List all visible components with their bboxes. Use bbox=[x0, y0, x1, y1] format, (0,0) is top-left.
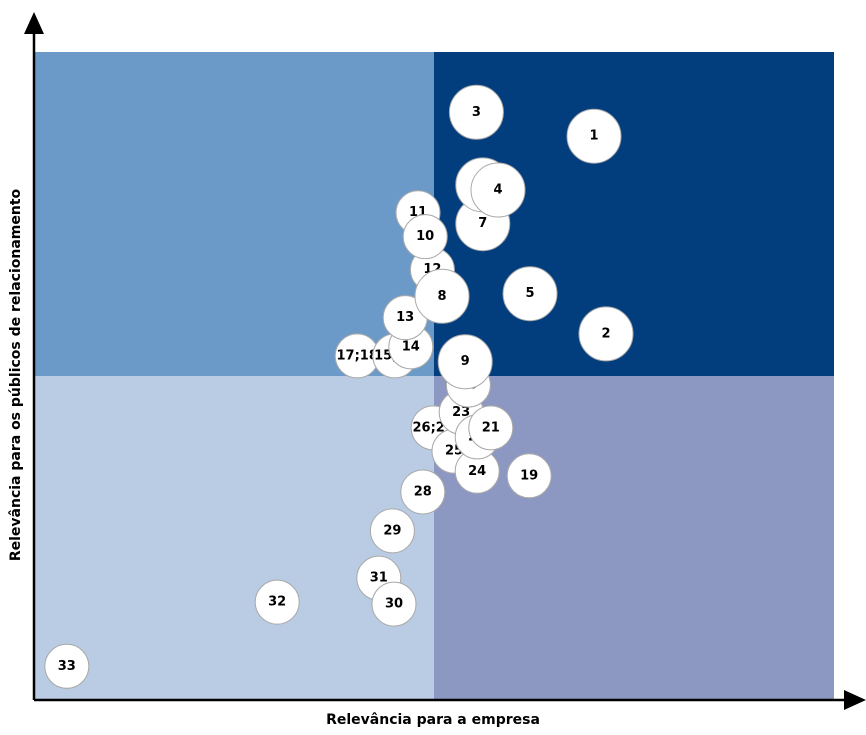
point-label: 14 bbox=[402, 339, 420, 354]
point-label: 1 bbox=[589, 129, 598, 144]
point: 32 bbox=[254, 579, 300, 625]
point: 3 bbox=[448, 84, 504, 140]
point-label: 4 bbox=[493, 183, 502, 198]
bubble bbox=[369, 508, 415, 554]
point-label: 30 bbox=[385, 597, 403, 612]
bubble bbox=[448, 84, 504, 140]
point: 19 bbox=[506, 453, 552, 499]
point: 30 bbox=[371, 581, 417, 627]
point-label: 8 bbox=[437, 289, 446, 304]
x-arrow bbox=[844, 690, 866, 710]
quadrant bbox=[34, 52, 434, 376]
point-label: 23 bbox=[452, 405, 470, 420]
bubble bbox=[254, 579, 300, 625]
point: 24 bbox=[454, 448, 500, 494]
point: 1 bbox=[566, 108, 622, 164]
y-arrow bbox=[24, 12, 44, 34]
bubble bbox=[437, 334, 493, 390]
bubble bbox=[578, 306, 634, 362]
point-label: 9 bbox=[461, 354, 470, 369]
bubble bbox=[402, 214, 448, 260]
point: 8 bbox=[414, 268, 470, 324]
point-label: 28 bbox=[414, 484, 432, 499]
point-label: 19 bbox=[520, 468, 538, 483]
point-label: 32 bbox=[268, 595, 286, 610]
bubble bbox=[414, 268, 470, 324]
point: 33 bbox=[44, 643, 90, 689]
y-axis-label: Relevância para os públicos de relaciona… bbox=[8, 188, 24, 561]
point: 9 bbox=[437, 334, 493, 390]
point: 5 bbox=[502, 266, 558, 322]
point-label: 7 bbox=[478, 216, 487, 231]
point-label: 5 bbox=[525, 286, 534, 301]
point-label: 31 bbox=[370, 571, 388, 586]
x-axis-label: Relevância para a empresa bbox=[326, 712, 540, 728]
quadrant bbox=[34, 376, 434, 700]
point-label: 13 bbox=[396, 310, 414, 325]
bubble bbox=[470, 162, 526, 218]
point-label: 17;18 bbox=[337, 348, 378, 363]
point-label: 21 bbox=[482, 420, 500, 435]
point: 10 bbox=[402, 214, 448, 260]
point: 28 bbox=[400, 469, 446, 515]
bubble bbox=[566, 108, 622, 164]
bubble bbox=[44, 643, 90, 689]
bubble bbox=[371, 581, 417, 627]
point: 2 bbox=[578, 306, 634, 362]
point-label: 3 bbox=[472, 105, 481, 120]
point-label: 33 bbox=[58, 659, 76, 674]
point: 13 bbox=[382, 295, 428, 341]
point-label: 29 bbox=[383, 523, 401, 538]
point: 4 bbox=[470, 162, 526, 218]
bubble bbox=[400, 469, 446, 515]
point-label: 10 bbox=[416, 229, 434, 244]
point: 21 bbox=[468, 405, 514, 451]
bubble bbox=[468, 405, 514, 451]
point: 29 bbox=[369, 508, 415, 554]
bubble bbox=[506, 453, 552, 499]
point-label: 24 bbox=[468, 464, 486, 479]
point-label: 2 bbox=[601, 326, 610, 341]
bubble bbox=[502, 266, 558, 322]
